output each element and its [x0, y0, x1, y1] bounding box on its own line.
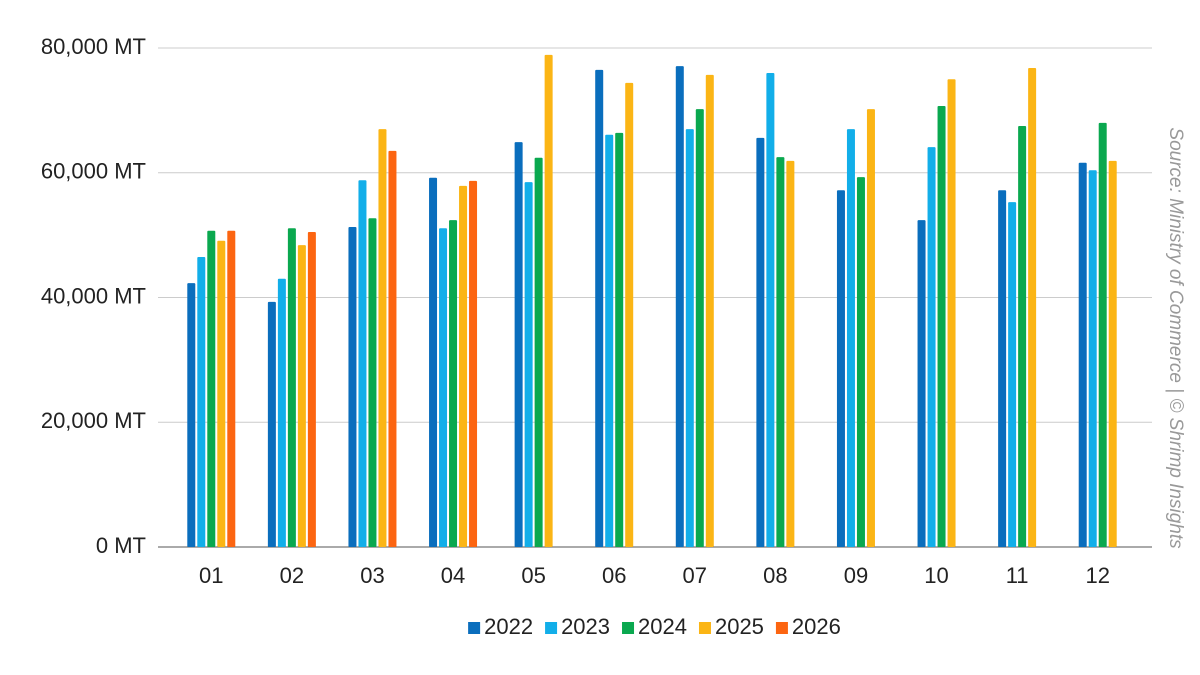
y-tick-label: 0 MT	[96, 533, 146, 558]
bar	[534, 157, 543, 547]
legend-swatch	[468, 622, 481, 634]
x-tick-label: 05	[521, 563, 545, 588]
bar	[675, 66, 684, 548]
bar	[705, 74, 714, 547]
bar	[856, 177, 865, 547]
x-tick-label: 06	[602, 563, 626, 588]
bar	[1098, 122, 1107, 547]
bar	[307, 232, 316, 547]
bar	[786, 160, 795, 547]
bar	[388, 150, 397, 547]
bar	[348, 227, 357, 548]
bar	[846, 129, 855, 547]
legend-label: 2023	[561, 614, 610, 639]
bar	[756, 137, 765, 547]
bar	[297, 245, 306, 548]
bar	[524, 182, 533, 547]
y-tick-label: 60,000 MT	[41, 159, 146, 184]
bar	[227, 230, 236, 548]
bar	[836, 190, 845, 547]
legend-label: 2024	[638, 614, 687, 639]
bar	[998, 190, 1007, 547]
bar	[947, 79, 956, 547]
legend-swatch	[698, 622, 711, 634]
x-tick-label: 08	[763, 563, 787, 588]
bar	[605, 134, 614, 548]
bar	[514, 142, 523, 547]
x-tick-label: 01	[199, 563, 223, 588]
bar	[866, 109, 875, 547]
legend-label: 2025	[715, 614, 764, 639]
y-tick-label: 40,000 MT	[41, 283, 146, 308]
bar	[927, 147, 936, 547]
bar	[469, 180, 478, 547]
legend-swatch	[622, 622, 635, 634]
bar	[1078, 162, 1087, 547]
bar	[615, 132, 624, 547]
bar	[197, 256, 206, 547]
bar	[439, 228, 448, 548]
bar	[207, 230, 216, 548]
x-tick-label: 10	[924, 563, 948, 588]
bar	[459, 185, 468, 547]
bar	[287, 228, 296, 548]
bar	[267, 301, 276, 547]
bar	[1028, 67, 1037, 548]
bar	[378, 129, 387, 547]
x-tick-label: 07	[683, 563, 707, 588]
legend-swatch	[775, 622, 788, 634]
legend-label: 2022	[484, 614, 533, 639]
bar	[776, 157, 785, 547]
legend-label: 2026	[792, 614, 841, 639]
bar	[449, 220, 458, 547]
bar	[917, 220, 926, 547]
bar	[1108, 160, 1117, 547]
y-tick-label: 80,000 MT	[41, 34, 146, 59]
x-tick-label: 04	[441, 563, 465, 588]
bar	[277, 278, 286, 547]
x-tick-label: 09	[844, 563, 868, 588]
bar	[695, 109, 704, 547]
bar	[937, 106, 946, 547]
x-tick-label: 02	[280, 563, 304, 588]
bar	[595, 69, 604, 548]
bar	[1088, 170, 1097, 547]
bar	[429, 177, 438, 548]
bar	[217, 240, 226, 547]
bar	[1008, 202, 1017, 547]
bar	[1018, 125, 1027, 547]
x-tick-label: 03	[360, 563, 384, 588]
bar	[544, 54, 553, 547]
bar	[358, 180, 367, 548]
y-tick-label: 20,000 MT	[41, 408, 146, 433]
source-note: Source: Ministry of Commerce | © Shrimp …	[1165, 127, 1186, 549]
bar	[187, 283, 196, 547]
x-tick-label: 12	[1085, 563, 1109, 588]
bar	[685, 129, 694, 547]
x-tick-label: 11	[1006, 563, 1029, 588]
bar	[766, 72, 775, 547]
legend-swatch	[545, 622, 558, 634]
bar	[625, 82, 634, 548]
bar	[368, 218, 377, 547]
